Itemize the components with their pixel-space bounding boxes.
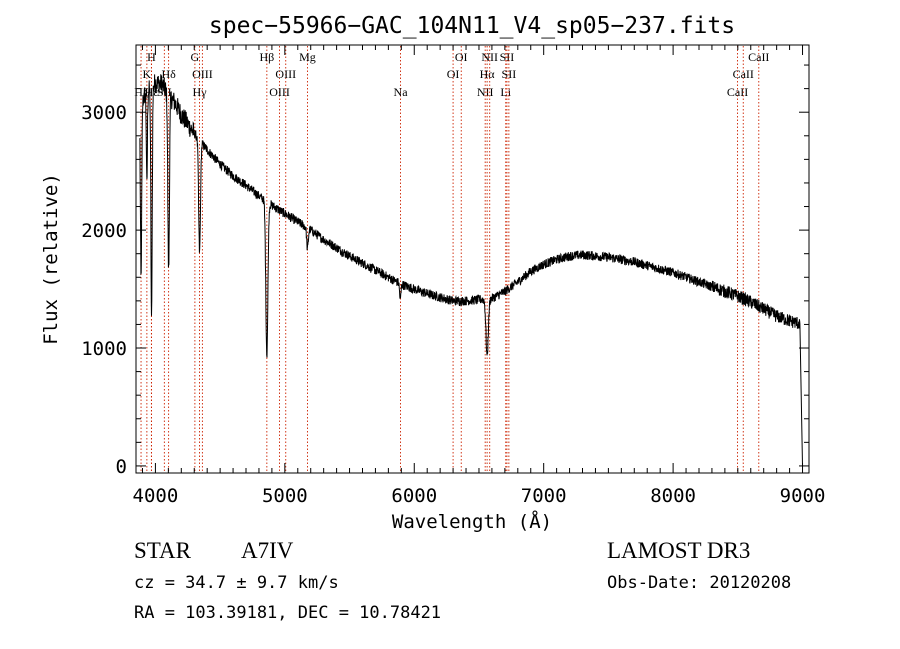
marker-label: OI (447, 67, 460, 81)
chart-title: spec−55966−GAC_104N11_V4_sp05−237.fits (209, 13, 735, 39)
y-tick-label: 1000 (81, 338, 127, 360)
marker-label: Hγ (193, 85, 208, 99)
marker-label: OI (455, 50, 468, 64)
y-tick-label: 3000 (81, 102, 127, 124)
marker-label: NII (481, 50, 498, 64)
plot-frame (135, 44, 810, 474)
object-subclass: A7IV (241, 538, 294, 563)
x-tick-label: 6000 (391, 485, 437, 507)
x-tick-label: 5000 (262, 485, 308, 507)
survey-name: LAMOST DR3 (607, 538, 751, 563)
marker-label: OIII (275, 67, 296, 81)
x-tick-label: 9000 (780, 485, 826, 507)
redshift-cz: cz = 34.7 ± 9.7 km/s (134, 573, 339, 593)
marker-label: CaII (748, 50, 769, 64)
x-tick-label: 7000 (521, 485, 567, 507)
spectrum-line (139, 74, 803, 466)
marker-label: Hδ (161, 67, 176, 81)
marker-label: Li (500, 85, 511, 99)
marker-label: G (191, 50, 200, 64)
x-axis-label: Wavelength (Å) (392, 510, 552, 533)
x-tick-label: 8000 (650, 485, 696, 507)
marker-label: SII (500, 50, 515, 64)
marker-label: CaII (727, 85, 748, 99)
axis-ticks: 4000 5000 6000 7000 8000 9000 0 1000 2000 3000 (81, 45, 825, 507)
marker-label: OIII (192, 67, 213, 81)
marker-label: SII (502, 67, 517, 81)
y-tick-label: 2000 (81, 220, 127, 242)
observation-date: Obs-Date: 20120208 (607, 573, 792, 593)
marker-label: OIII (269, 85, 290, 99)
marker-label: NII (477, 85, 494, 99)
y-tick-label: 0 (116, 456, 127, 478)
x-tick-label: 4000 (133, 485, 179, 507)
marker-label: Hα (480, 67, 496, 81)
marker-label: Na (394, 85, 409, 99)
marker-label: Mg (299, 50, 316, 64)
marker-label: K (143, 67, 152, 81)
y-axis-label: Flux (relative) (40, 173, 62, 345)
line-markers: HζKHHεSIIHδGHγOIIIHβOIIIOIIIMgNaOIOINIIH… (134, 46, 769, 472)
ra-dec-coordinates: RA = 103.39181, DEC = 10.78421 (134, 603, 442, 623)
marker-label: CaII (733, 67, 754, 81)
marker-label: Hβ (259, 50, 274, 64)
object-class: STAR (134, 538, 191, 563)
